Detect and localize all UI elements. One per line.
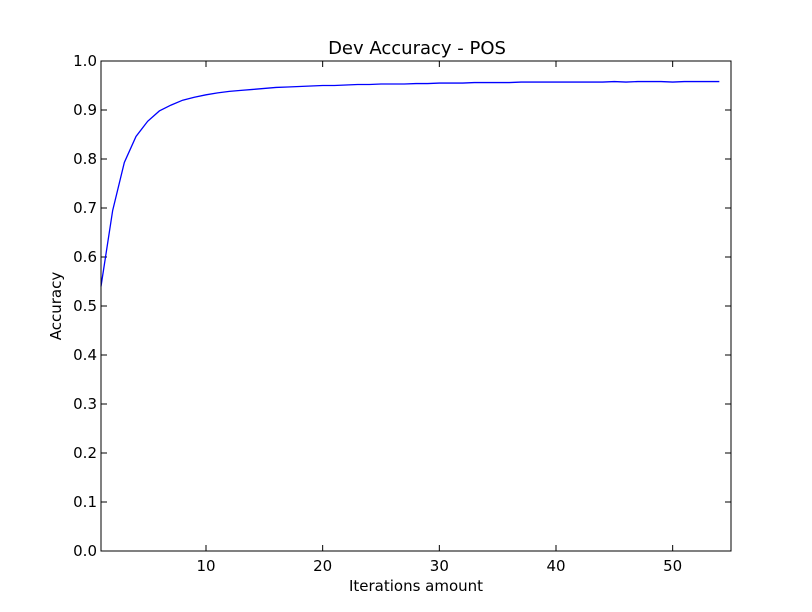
y-tick-label: 0.3	[73, 395, 97, 413]
x-tick-label: 30	[430, 557, 449, 575]
y-tick-label: 0.7	[73, 199, 97, 217]
x-tick-label: 40	[546, 557, 565, 575]
y-tick-label: 0.1	[73, 493, 97, 511]
y-tick-label: 0.8	[73, 150, 97, 168]
y-tick-label: 0.0	[73, 542, 97, 560]
plot-frame	[100, 60, 732, 552]
x-tick-label: 50	[663, 557, 682, 575]
y-tick-label: 0.9	[73, 101, 97, 119]
y-tick-label: 0.6	[73, 248, 97, 266]
series-line	[100, 80, 720, 287]
x-tick-label: 20	[313, 557, 332, 575]
y-tick-label: 1.0	[73, 52, 97, 70]
chart-title: Dev Accuracy - POS	[328, 38, 506, 59]
y-tick-label: 0.2	[73, 444, 97, 462]
axis-ticks: 0.0 0.1 0.2 0.3 0.4 0.5 0.6 0.7 0.8 0.9 1.0 10 20 30 4…	[73, 52, 731, 575]
y-tick-label: 0.5	[73, 297, 97, 315]
y-tick-label: 0.4	[73, 346, 97, 364]
x-axis-label: Iterations amount	[349, 577, 483, 595]
y-axis-label: Accuracy	[47, 272, 65, 341]
x-tick-label: 10	[196, 557, 215, 575]
